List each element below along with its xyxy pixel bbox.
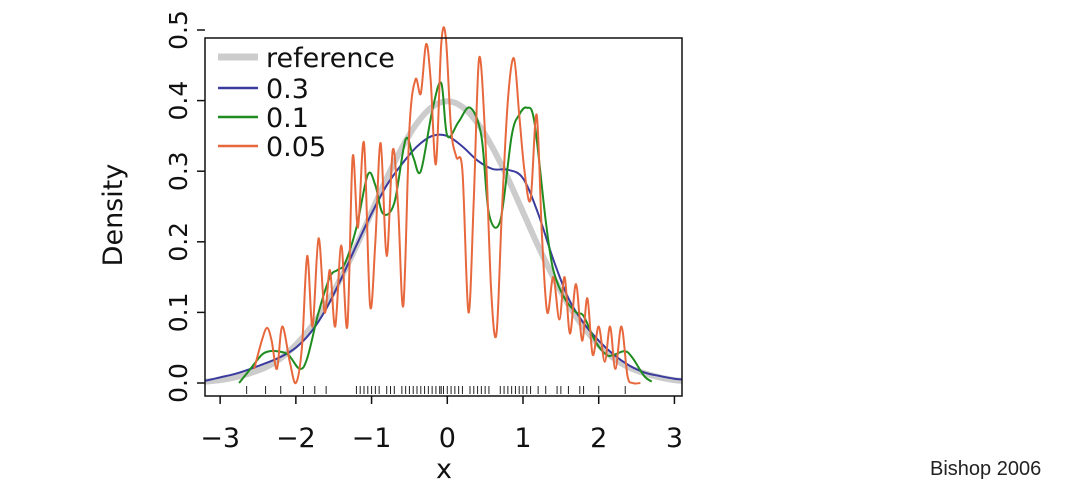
legend-label: 0.3 — [266, 74, 309, 105]
x-tick-label: −2 — [276, 423, 316, 454]
y-tick-label: 0.0 — [164, 363, 193, 403]
x-tick-label: −1 — [352, 423, 392, 454]
y-axis-label: Density — [98, 164, 129, 267]
x-axis-label: x — [436, 454, 452, 485]
y-tick-label: 0.5 — [164, 10, 193, 50]
x-tick-label: 1 — [514, 423, 531, 454]
x-tick-label: 0 — [439, 423, 456, 454]
series-line-0-05 — [253, 26, 641, 385]
plot-frame — [204, 37, 683, 397]
y-tick-label: 0.4 — [164, 81, 193, 121]
series-line-0-1 — [238, 81, 653, 384]
y-tick-label: 0.1 — [164, 293, 193, 333]
legend-label: reference — [266, 43, 395, 74]
series-line-0-3 — [204, 133, 683, 382]
x-tick-label: 3 — [666, 423, 683, 454]
credit-label: Bishop 2006 — [930, 458, 1042, 480]
legend-label: 0.1 — [266, 103, 309, 134]
y-tick-label: 0.2 — [164, 222, 193, 262]
x-tick-label: 2 — [590, 423, 607, 454]
legend-label: 0.05 — [266, 132, 326, 163]
x-tick-label: −3 — [200, 423, 240, 454]
y-tick-label: 0.3 — [164, 151, 193, 191]
